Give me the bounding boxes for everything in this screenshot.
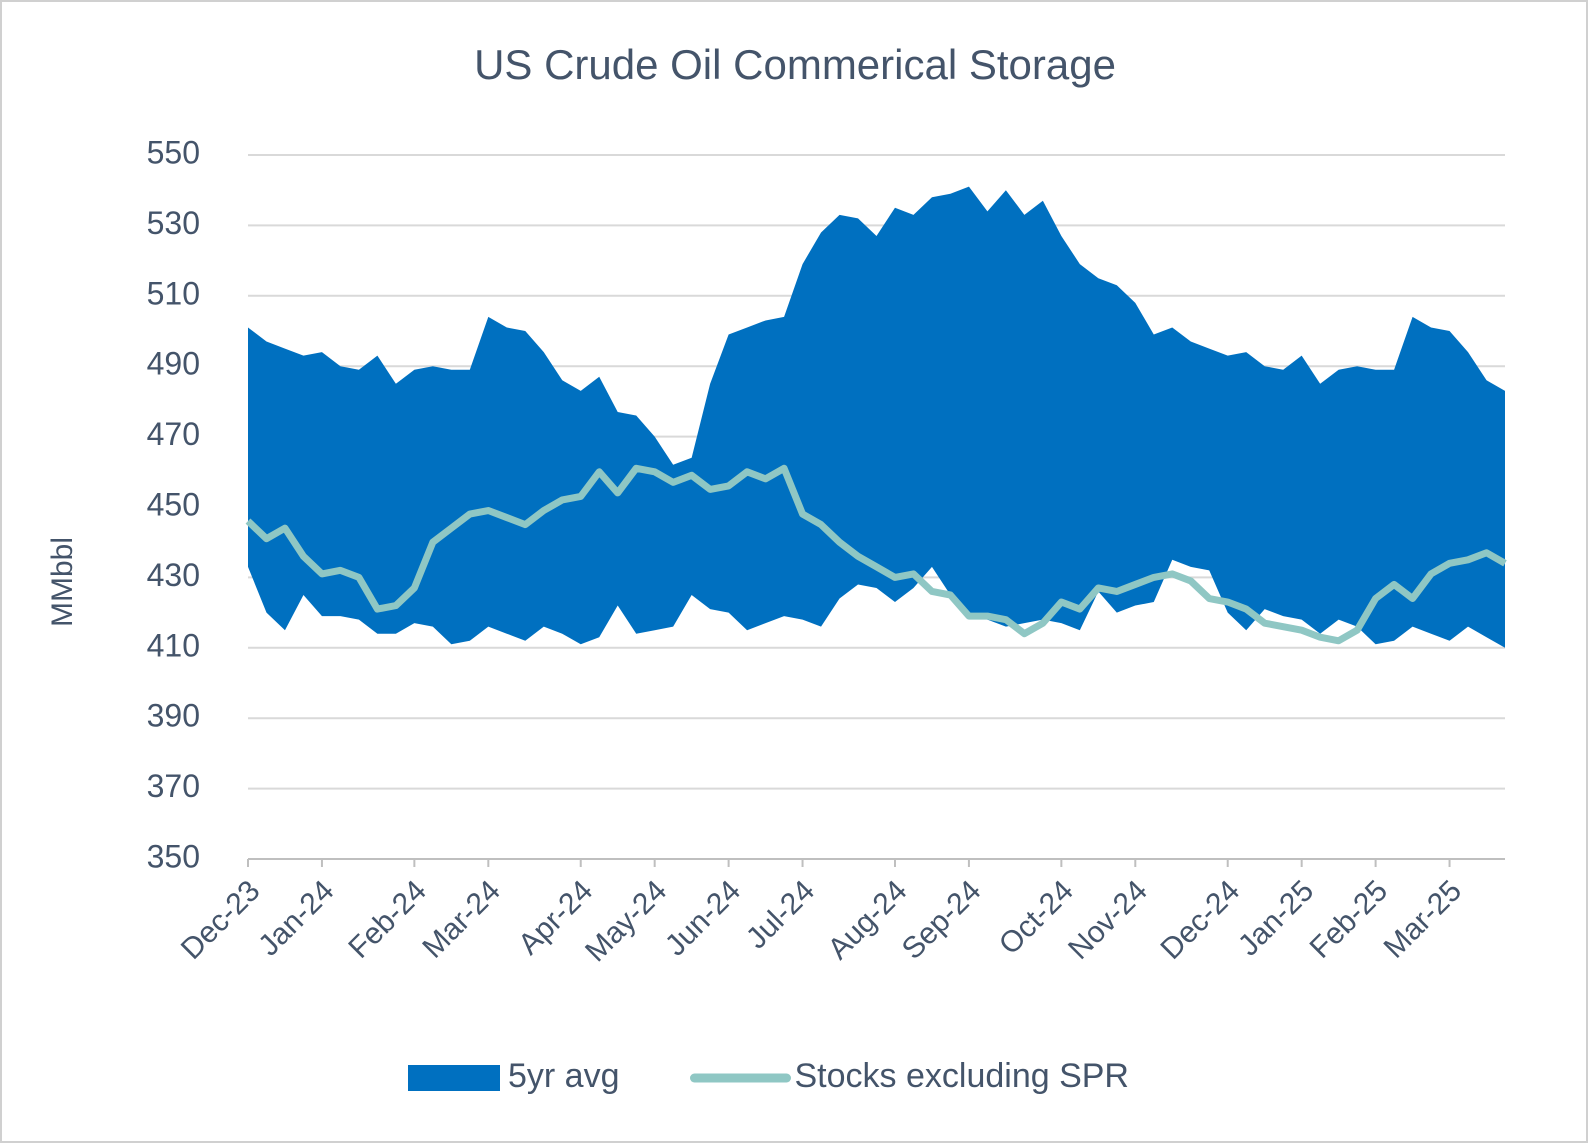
y-tick-label: 470 <box>147 416 200 452</box>
y-tick-label: 450 <box>147 486 200 522</box>
y-axis-label: MMbbl <box>46 537 79 627</box>
y-tick-label: 510 <box>147 275 200 311</box>
y-tick-label: 410 <box>147 627 200 663</box>
chart-title: US Crude Oil Commerical Storage <box>474 41 1116 88</box>
legend-label: 5yr avg <box>508 1057 620 1095</box>
y-tick-label: 370 <box>147 768 200 804</box>
y-tick-label: 490 <box>147 346 200 382</box>
y-tick-label: 350 <box>147 838 200 874</box>
y-tick-label: 430 <box>147 557 200 593</box>
legend-swatch <box>408 1065 500 1091</box>
line <box>245 464 1507 645</box>
y-tick-label: 530 <box>147 205 200 241</box>
y-tick-label: 390 <box>147 698 200 734</box>
legend-label: Stocks excluding SPR <box>795 1057 1130 1095</box>
band-area <box>248 186 1505 648</box>
y-tick-label: 550 <box>147 134 200 170</box>
